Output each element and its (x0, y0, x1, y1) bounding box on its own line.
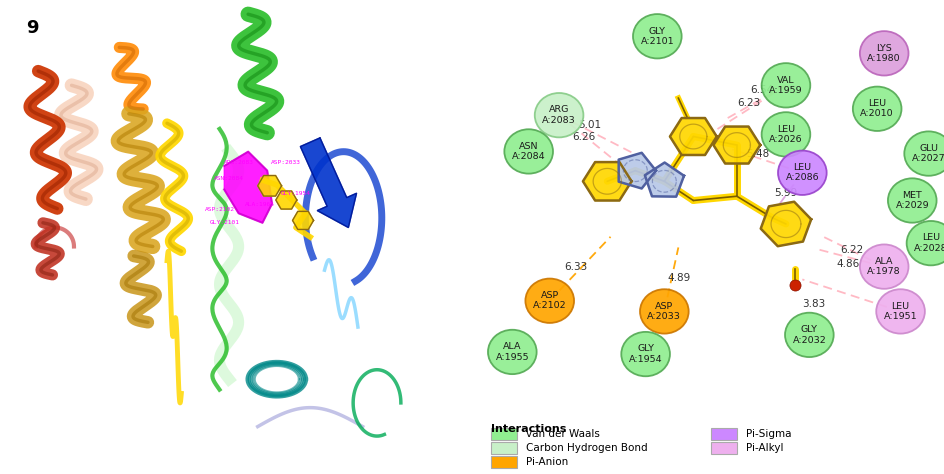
Circle shape (777, 151, 826, 195)
Text: 4.89: 4.89 (667, 273, 690, 283)
Text: 5.01: 5.01 (578, 119, 600, 129)
Polygon shape (760, 202, 810, 246)
Text: 6.54: 6.54 (750, 84, 772, 95)
Text: 6.26: 6.26 (572, 132, 595, 142)
Text: 6.23: 6.23 (736, 98, 759, 108)
FancyBboxPatch shape (491, 428, 516, 440)
Text: ASP:2033: ASP:2033 (271, 160, 301, 164)
Text: ASP
A:2102: ASP A:2102 (532, 291, 566, 310)
Circle shape (887, 178, 936, 223)
Circle shape (859, 245, 907, 289)
Polygon shape (224, 152, 272, 223)
Polygon shape (255, 366, 298, 392)
Polygon shape (618, 153, 655, 189)
Circle shape (534, 93, 582, 137)
Text: Pi-Anion: Pi-Anion (526, 457, 568, 467)
Circle shape (487, 330, 536, 374)
Text: 6.22: 6.22 (839, 245, 862, 255)
Text: GLY
A:2032: GLY A:2032 (792, 325, 825, 345)
Text: ASP
A:2033: ASP A:2033 (647, 302, 681, 321)
Polygon shape (644, 163, 683, 197)
Text: GLU
A:2027: GLU A:2027 (911, 144, 944, 163)
Polygon shape (300, 138, 356, 228)
Text: ARG:2083: ARG:2083 (224, 160, 253, 164)
Circle shape (851, 87, 901, 131)
Text: ALA:1965: ALA:1965 (244, 202, 275, 207)
Text: ASP:2102: ASP:2102 (204, 207, 234, 212)
Text: LEU
A:2010: LEU A:2010 (859, 99, 893, 118)
Text: van der Waals: van der Waals (526, 428, 599, 438)
Polygon shape (669, 118, 716, 155)
Text: ALA
A:1978: ALA A:1978 (867, 257, 900, 276)
Circle shape (859, 31, 907, 75)
Circle shape (632, 14, 681, 58)
Text: GLY:2101: GLY:2101 (209, 220, 239, 225)
Text: ALA
A:1955: ALA A:1955 (495, 342, 529, 362)
Text: GLY:1954: GLY:1954 (280, 191, 311, 196)
Text: 9: 9 (26, 19, 39, 37)
Text: Carbon Hydrogen Bond: Carbon Hydrogen Bond (526, 443, 648, 453)
Circle shape (761, 112, 809, 156)
Text: LEU
A:2026: LEU A:2026 (768, 125, 801, 144)
Polygon shape (276, 191, 296, 209)
Circle shape (620, 332, 669, 376)
Text: ASN
A:2084: ASN A:2084 (512, 142, 545, 161)
Text: 5.99: 5.99 (773, 188, 797, 198)
Text: LYS
A:1980: LYS A:1980 (867, 44, 900, 63)
FancyBboxPatch shape (711, 442, 736, 454)
Text: LEU
A:1951: LEU A:1951 (883, 302, 917, 321)
Polygon shape (293, 211, 313, 229)
Circle shape (761, 63, 809, 108)
Text: 6.33: 6.33 (564, 262, 586, 272)
Text: 5.48: 5.48 (746, 149, 768, 159)
Circle shape (903, 131, 944, 176)
Text: 3.83: 3.83 (801, 299, 825, 309)
Circle shape (905, 221, 944, 265)
Text: VAL
A:1959: VAL A:1959 (768, 76, 801, 95)
Text: 4.86: 4.86 (835, 259, 859, 269)
Polygon shape (258, 175, 281, 196)
Circle shape (784, 313, 833, 357)
FancyBboxPatch shape (491, 442, 516, 454)
Text: LEU
A:2028: LEU A:2028 (913, 234, 944, 253)
Text: ARG
A:2083: ARG A:2083 (542, 106, 575, 125)
Text: GLY
A:2101: GLY A:2101 (640, 27, 673, 46)
Circle shape (525, 279, 573, 323)
Text: Pi-Alkyl: Pi-Alkyl (746, 443, 783, 453)
FancyBboxPatch shape (491, 456, 516, 468)
Text: MET
A:2029: MET A:2029 (895, 191, 928, 210)
Circle shape (639, 289, 688, 334)
Text: Interactions: Interactions (491, 424, 566, 434)
Polygon shape (582, 162, 631, 201)
Polygon shape (713, 127, 759, 164)
Text: LEU
A:2086: LEU A:2086 (784, 163, 818, 182)
Text: Pi-Sigma: Pi-Sigma (746, 428, 791, 438)
Text: ASN:2084: ASN:2084 (214, 176, 244, 181)
FancyBboxPatch shape (711, 428, 736, 440)
Circle shape (504, 129, 552, 173)
Text: GLY
A:1954: GLY A:1954 (628, 345, 662, 364)
Circle shape (875, 289, 924, 334)
